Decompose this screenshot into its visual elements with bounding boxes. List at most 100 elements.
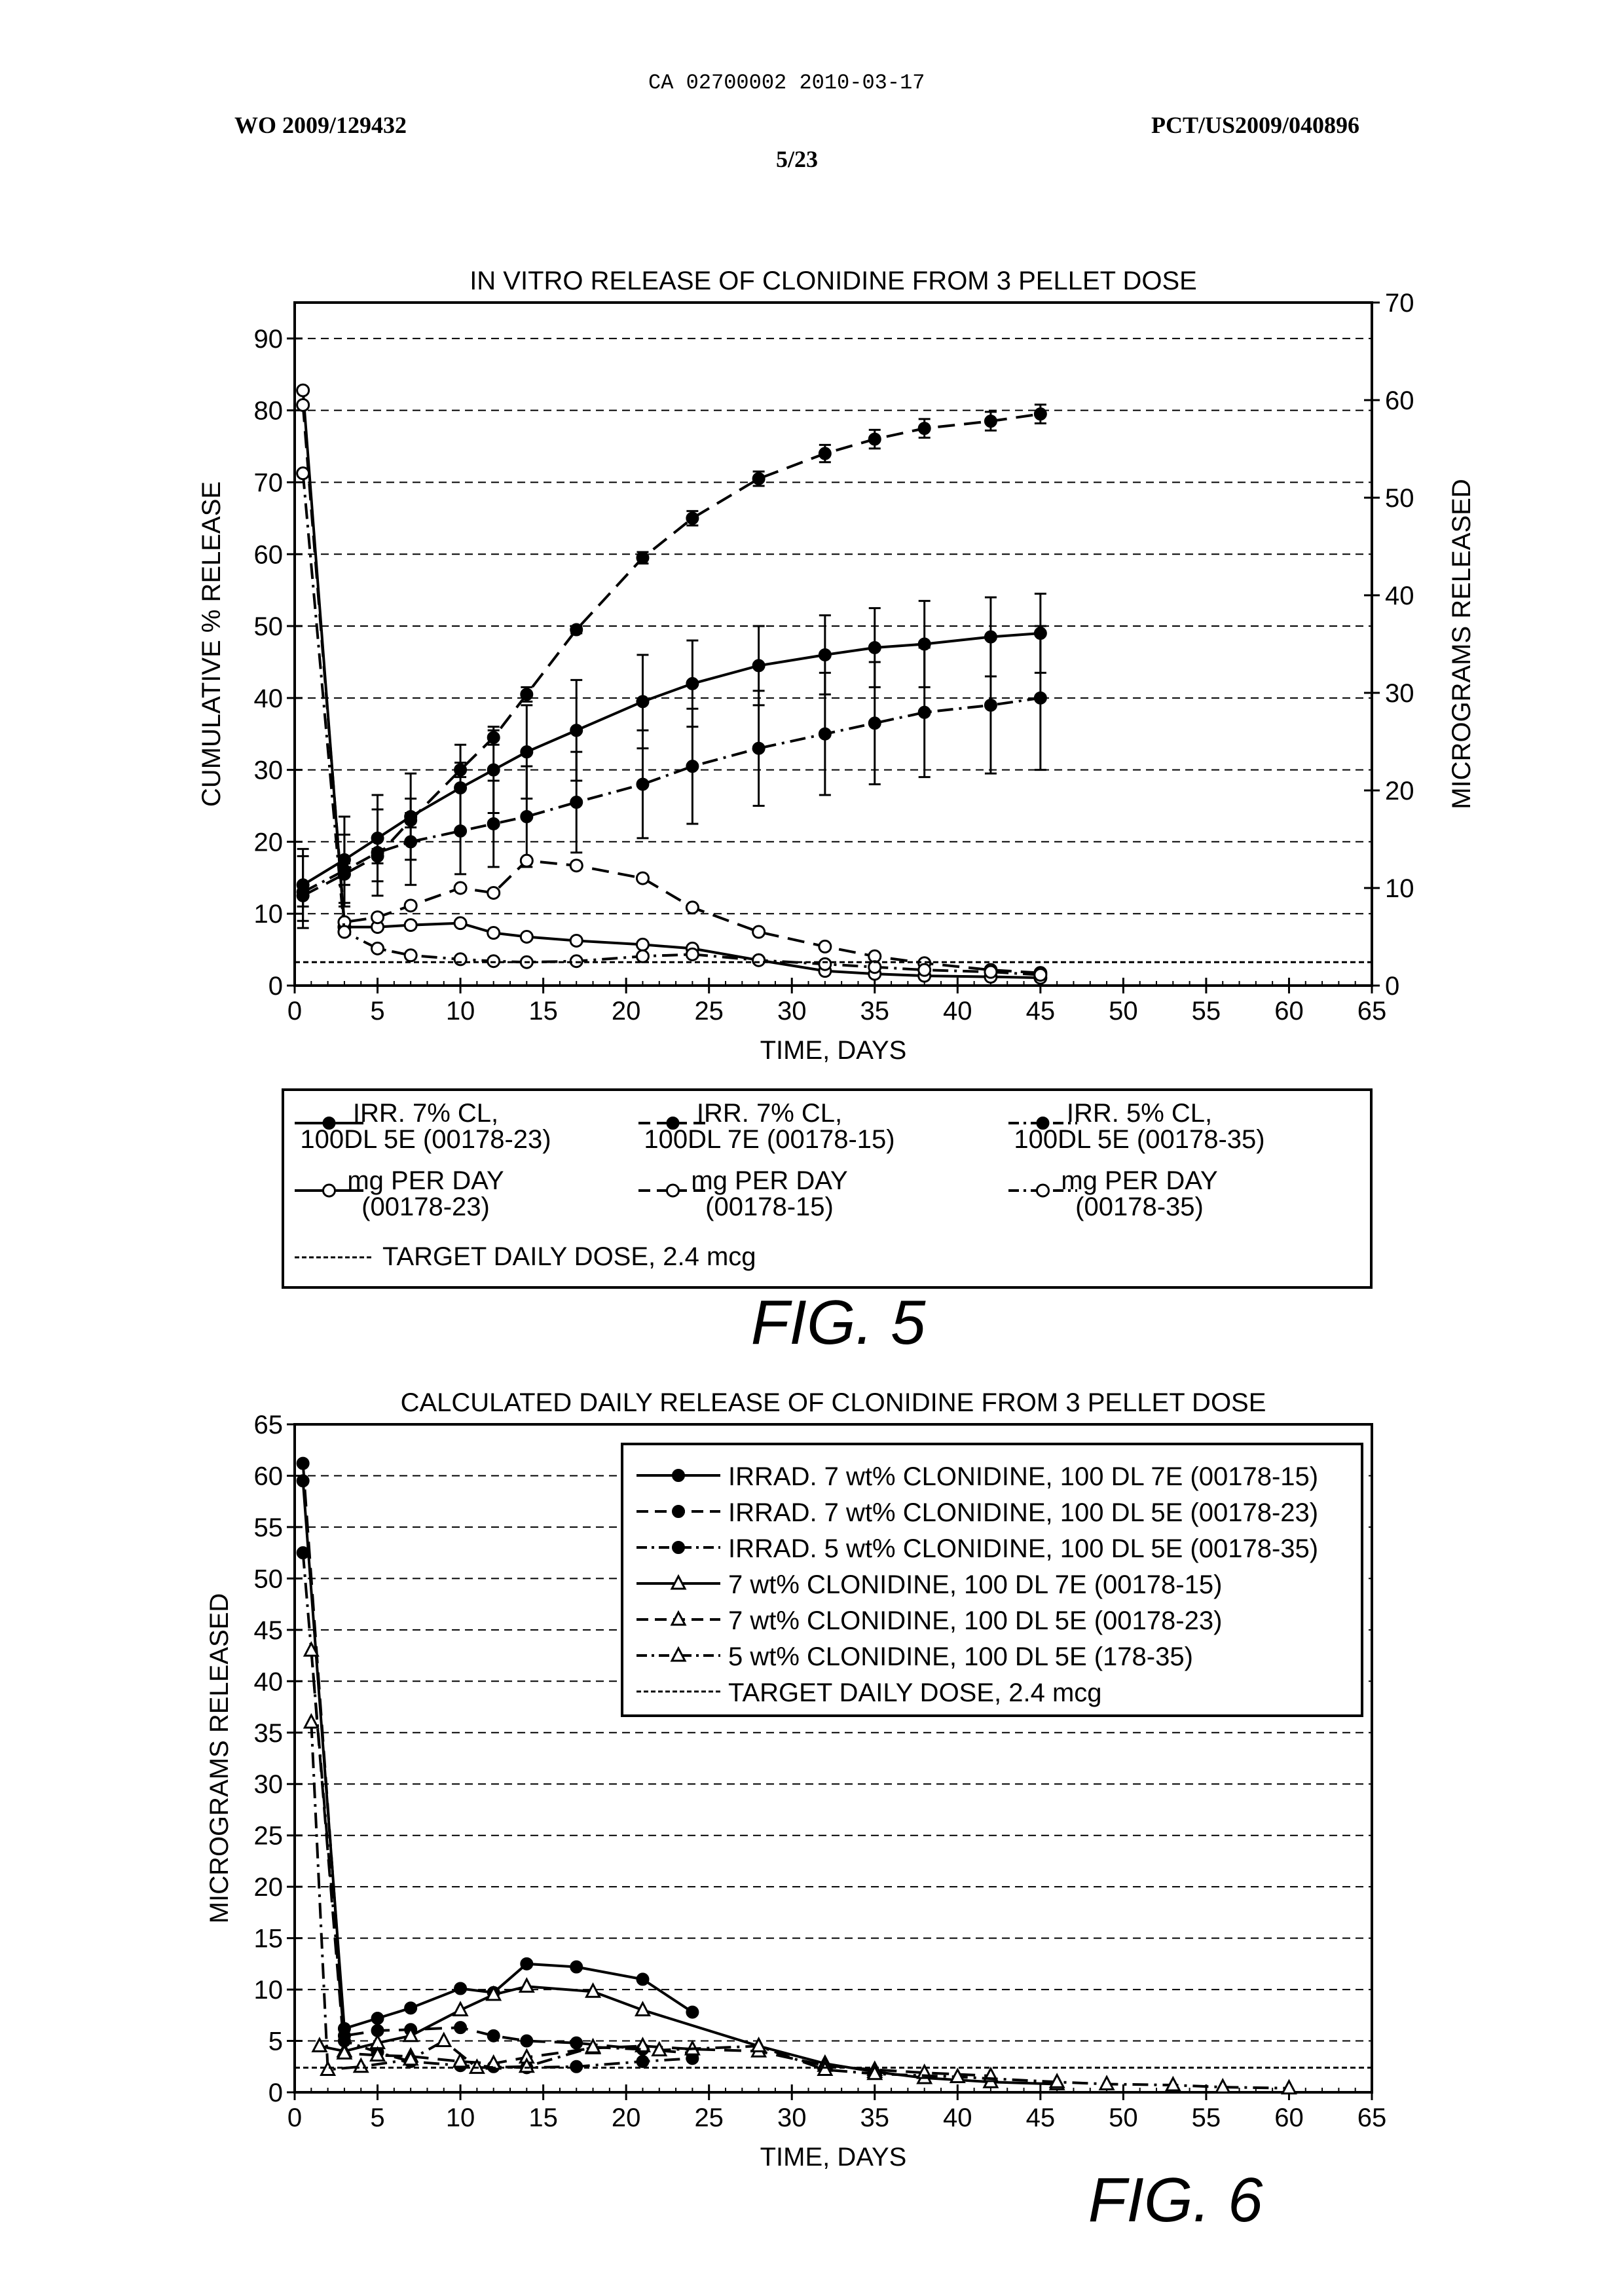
- fig5-point-mg_23: [297, 384, 309, 396]
- fig5-legend-label: IRR. 5% CL,: [1067, 1099, 1212, 1128]
- fig6-xtick-label: 30: [777, 2103, 807, 2132]
- fig5-ytick-label: 80: [254, 397, 284, 426]
- fig5-point-mg_23: [405, 919, 416, 931]
- fig5-y2tick-label: 50: [1385, 484, 1414, 513]
- fig5-point-irr5_5e: [1035, 692, 1046, 704]
- fig6-xtick-label: 40: [943, 2103, 972, 2132]
- fig5-point-irr5_5e: [753, 743, 765, 754]
- fig5-point-mg_23: [454, 917, 466, 929]
- fig5-xtick-label: 10: [446, 997, 475, 1026]
- fig5-point-irr5_5e: [521, 811, 532, 823]
- fig5-y2tick-label: 10: [1385, 874, 1414, 903]
- fig5-ytick-label: 50: [254, 612, 284, 641]
- fig6-xtick-label: 20: [612, 2103, 641, 2132]
- fig6-point-irr7_5e: [521, 2035, 532, 2047]
- fig5-series-line-mg_23: [303, 390, 1041, 978]
- fig5-point-irr5_5e: [570, 796, 582, 808]
- fig6-point-irr7_7e: [454, 1983, 466, 1995]
- fig5-ylabel: CUMULATIVE % RELEASE: [197, 481, 226, 807]
- fig5-point-mg_15: [753, 926, 765, 938]
- fig5-ytick-label: 70: [254, 468, 284, 497]
- fig5-legend-label: mg PER DAY: [691, 1166, 847, 1195]
- fig5-point-mg_15: [819, 940, 831, 952]
- fig5-legend-label: mg PER DAY: [1061, 1166, 1217, 1195]
- fig5-point-mg_23: [488, 927, 500, 939]
- fig5-point-mg_35: [753, 954, 765, 966]
- fig5-point-irr7_5e: [570, 724, 582, 736]
- fig6-point-irr5_5e: [570, 2061, 582, 2073]
- fig6-xtick-label: 15: [528, 2103, 558, 2132]
- fig6-legend-label: IRRAD. 7 wt% CLONIDINE, 100 DL 5E (00178…: [728, 1498, 1318, 1527]
- fig5-y2tick-label: 40: [1385, 582, 1414, 610]
- fig6-legend-label: 7 wt% CLONIDINE, 100 DL 7E (00178-15): [728, 1570, 1222, 1599]
- fig6-ytick-label: 5: [268, 2027, 283, 2056]
- fig5-ytick-label: 60: [254, 540, 284, 569]
- fig5-xtick-label: 25: [694, 997, 724, 1026]
- fig5-point-mg_35: [405, 950, 416, 961]
- fig5-ytick-label: 10: [254, 900, 284, 929]
- fig5-point-irr7_7e: [521, 688, 532, 700]
- fig6-chart: CALCULATED DAILY RELEASE OF CLONIDINE FR…: [205, 1388, 1386, 2235]
- fig5-y2tick-label: 20: [1385, 777, 1414, 805]
- fig6-point-irr7_7e: [570, 1961, 582, 1973]
- fig5-xtick-label: 5: [370, 997, 384, 1026]
- fig6-ytick-label: 50: [254, 1564, 284, 1593]
- fig5-point-irr5_5e: [686, 760, 698, 772]
- fig5-point-mg_23: [570, 934, 582, 946]
- fig5-legend-label: 100DL 5E (00178-35): [1014, 1125, 1264, 1154]
- fig5-title: IN VITRO RELEASE OF CLONIDINE FROM 3 PEL…: [470, 267, 1197, 295]
- fig5-point-irr7_7e: [819, 448, 831, 460]
- fig6-legend-label: IRRAD. 5 wt% CLONIDINE, 100 DL 5E (00178…: [728, 1534, 1318, 1563]
- fig6-point-irr7_7e: [637, 1973, 648, 1985]
- fig5-xtick-label: 65: [1357, 997, 1387, 1026]
- fig5-series-line-irr5_5e: [303, 698, 1041, 892]
- fig5-xtick-label: 20: [612, 997, 641, 1026]
- fig6-ytick-label: 45: [254, 1616, 284, 1645]
- fig6-legend-label: 7 wt% CLONIDINE, 100 DL 5E (00178-23): [728, 1606, 1222, 1635]
- fig6-legend-label: IRRAD. 7 wt% CLONIDINE, 100 DL 7E (00178…: [728, 1462, 1318, 1491]
- fig5-point-mg_35: [919, 964, 931, 976]
- fig5-point-irr7_5e: [753, 659, 765, 671]
- fig6-xtick-label: 35: [860, 2103, 890, 2132]
- fig6-point-irr7_5e: [488, 2030, 500, 2042]
- fig5-point-irr7_5e: [637, 695, 648, 707]
- fig6-xtick-label: 10: [446, 2103, 475, 2132]
- fig5-point-irr5_5e: [405, 836, 416, 847]
- fig6-point-tri7_7e: [520, 1979, 533, 1991]
- fig5-xtick-label: 15: [528, 997, 558, 1026]
- fig5-legend-label: mg PER DAY: [347, 1166, 504, 1195]
- fig6-point-irr7_7e: [405, 2002, 416, 2014]
- fig5-y2tick-label: 70: [1385, 289, 1414, 318]
- fig5-y2tick-label: 60: [1385, 386, 1414, 415]
- fig6-point-irr5_5e: [637, 2056, 648, 2067]
- fig5-legend-sample-marker: [1037, 1185, 1049, 1196]
- fig6-xlabel: TIME, DAYS: [760, 2143, 907, 2172]
- fig5-point-mg_35: [637, 950, 648, 962]
- fig6-ylabel: MICROGRAMS RELEASED: [205, 1593, 234, 1924]
- fig6-point-tri5_5e: [322, 2062, 335, 2075]
- fig5-point-mg_15: [488, 887, 500, 898]
- fig5-legend-sample-marker: [323, 1185, 335, 1196]
- fig6-ytick-label: 30: [254, 1770, 284, 1799]
- fig5-legend-label: (00178-35): [1075, 1193, 1204, 1221]
- fig6-title: CALCULATED DAILY RELEASE OF CLONIDINE FR…: [401, 1388, 1266, 1417]
- fig5-ytick-label: 90: [254, 325, 284, 354]
- fig5-series-line-mg_15: [303, 405, 1041, 972]
- fig5-ytick-label: 0: [268, 972, 283, 1001]
- fig5-y2tick-label: 30: [1385, 679, 1414, 708]
- fig6-xtick-label: 50: [1109, 2103, 1138, 2132]
- fig5-point-mg_15: [570, 860, 582, 872]
- fig5-xtick-label: 45: [1026, 997, 1056, 1026]
- fig5-point-irr7_7e: [985, 415, 997, 427]
- fig5-legend-label: 100DL 5E (00178-23): [300, 1125, 551, 1154]
- fig5-xtick-label: 40: [943, 997, 972, 1026]
- fig5-point-irr7_7e: [869, 434, 881, 445]
- fig6-point-irr7_7e: [521, 1958, 532, 1970]
- fig6-point-tri5_5e: [437, 2034, 451, 2046]
- fig6-point-irr7_5e: [454, 2022, 466, 2033]
- fig6-point-irr7_5e: [297, 1458, 309, 1470]
- fig5-xtick-label: 35: [860, 997, 890, 1026]
- fig5-point-irr5_5e: [819, 728, 831, 740]
- fig5-point-irr7_7e: [919, 422, 931, 434]
